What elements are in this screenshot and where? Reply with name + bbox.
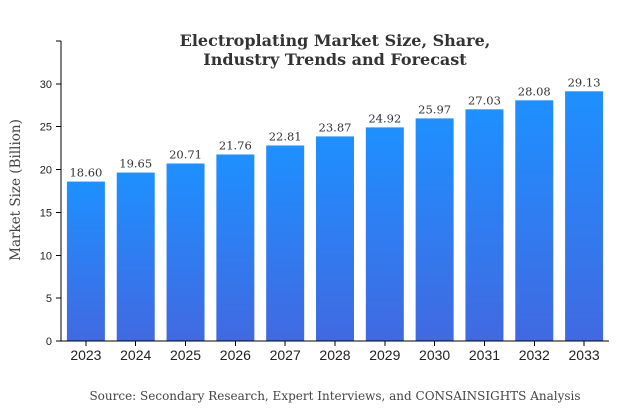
data-label-2029: 24.92 (368, 111, 401, 125)
x-tick-label-2031: 2031 (469, 347, 500, 363)
y-tick-label-30: 30 (40, 79, 52, 91)
x-tick-label-2026: 2026 (220, 347, 251, 363)
x-tick-label-2024: 2024 (120, 347, 151, 363)
chart-title-line-1: Electroplating Market Size, Share, (180, 31, 491, 50)
bar-2027 (266, 145, 305, 341)
bar-2026 (216, 154, 255, 341)
x-tick-label-2029: 2029 (369, 347, 400, 363)
data-label-2033: 29.13 (568, 75, 601, 89)
data-label-2028: 23.87 (319, 120, 352, 134)
y-axis-label: Market Size (Billion) (8, 119, 24, 261)
x-tick-label-2030: 2030 (419, 347, 450, 363)
plot-area: 18.60 19.65 20.71 21.76 22.81 23.87 24.92 25.97… (40, 40, 609, 363)
data-label-2027: 22.81 (269, 129, 302, 143)
x-tick-label-2023: 2023 (70, 347, 101, 363)
data-label-2024: 19.65 (119, 157, 152, 171)
data-label-2026: 21.76 (219, 138, 252, 152)
chart-title-line-2: Industry Trends and Forecast (203, 50, 467, 69)
x-tick-label-2032: 2032 (519, 347, 550, 363)
y-tick-label-0: 0 (46, 336, 52, 348)
bar-2028 (316, 136, 354, 341)
bar-2029 (365, 127, 404, 342)
y-tick-label-25: 25 (40, 122, 52, 134)
x-tick-label-2025: 2025 (170, 347, 201, 363)
data-label-2031: 27.03 (468, 93, 501, 107)
bar-2031 (465, 109, 504, 341)
chart-source-note: Source: Secondary Research, Expert Inter… (89, 389, 580, 403)
data-label-2032: 28.08 (518, 84, 551, 98)
bar-2025 (166, 163, 205, 341)
y-tick-label-5: 5 (46, 293, 52, 305)
x-tick-label-2027: 2027 (270, 347, 301, 363)
x-tick-label-2033: 2033 (569, 347, 600, 363)
y-tick-label-10: 10 (40, 250, 52, 262)
bar-2032 (515, 100, 554, 341)
bar-2033 (565, 91, 604, 341)
bar-2023 (66, 181, 105, 341)
y-tick-label-15: 15 (40, 207, 52, 219)
bar-2030 (415, 118, 454, 342)
data-label-2023: 18.60 (69, 166, 102, 180)
x-tick-label-2028: 2028 (319, 347, 350, 363)
y-tick-label-20: 20 (40, 165, 52, 177)
data-label-2025: 20.71 (169, 147, 202, 161)
data-label-2030: 25.97 (418, 102, 451, 116)
bar-2024 (116, 172, 155, 341)
